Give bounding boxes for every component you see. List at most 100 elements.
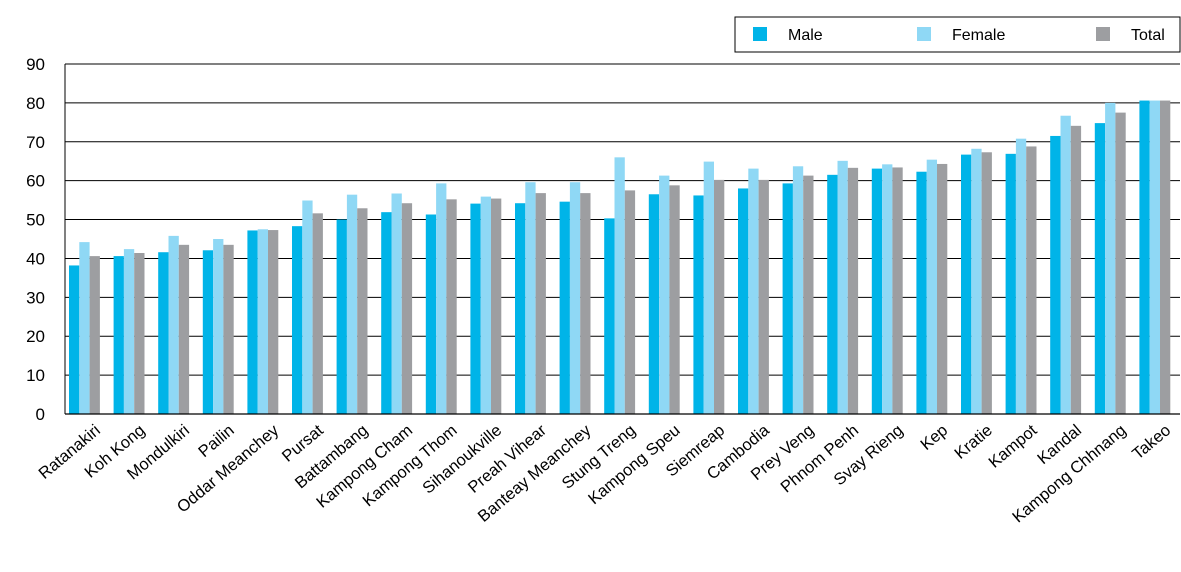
bar-female-kep — [926, 159, 937, 414]
bar-female-kampot — [1015, 138, 1027, 414]
bar-female-mondulkiri — [168, 235, 179, 414]
y-tick-label-40: 40 — [26, 249, 45, 268]
bar-female-takeo — [1149, 100, 1160, 415]
y-tick-label-10: 10 — [26, 366, 45, 385]
bar-female-kampong-cham — [391, 193, 402, 414]
bar-male-banteay-meanchey — [559, 201, 570, 414]
legend-swatch-total — [1096, 27, 1110, 41]
bar-total-preah-vihear — [535, 193, 546, 414]
bar-male-kampong-chhnang — [1094, 123, 1106, 414]
y-tick-label-50: 50 — [26, 211, 45, 230]
bar-female-pursat — [302, 200, 313, 414]
bar-total-prey-veng — [803, 175, 814, 414]
bar-female-prey-veng — [792, 166, 804, 414]
bar-male-preah-vihear — [515, 203, 526, 414]
bar-female-battambang — [346, 194, 358, 414]
bar-female-ratanakiri — [79, 242, 90, 414]
y-tick-label-80: 80 — [26, 94, 45, 113]
bar-total-pursat — [312, 213, 323, 414]
legend-label-male: Male — [788, 27, 823, 44]
bar-female-kampong-chhnang — [1105, 102, 1116, 414]
y-tick-label-90: 90 — [26, 55, 45, 74]
bar-female-kampong-thom — [436, 183, 447, 414]
bar-total-koh-kong — [134, 253, 145, 414]
y-tick-label-70: 70 — [26, 133, 45, 152]
bar-female-stung-treng — [614, 157, 625, 415]
bar-total-stung-treng — [624, 190, 636, 414]
y-tick-label-0: 0 — [36, 405, 45, 424]
bar-total-battambang — [357, 208, 368, 414]
bar-male-kampong-cham — [381, 212, 392, 414]
y-tick-label-60: 60 — [26, 172, 45, 191]
bars — [69, 100, 1171, 415]
bar-total-ratanakiri — [89, 256, 100, 414]
bar-total-kampong-cham — [401, 203, 413, 414]
legend-label-total: Total — [1131, 27, 1165, 44]
bar-female-siemreap — [703, 161, 714, 414]
bar-male-ratanakiri — [69, 265, 80, 414]
x-tick-label-kep: Kep — [917, 421, 951, 454]
bar-male-takeo — [1139, 100, 1150, 415]
bar-total-kandal — [1070, 125, 1082, 414]
bar-total-kampong-speu — [669, 185, 680, 414]
legend: Male Female Total — [734, 16, 1181, 53]
bar-total-kampong-chhnang — [1115, 112, 1126, 414]
bar-male-kampot — [1005, 153, 1016, 415]
bar-male-kandal — [1050, 135, 1061, 414]
bar-total-cambodia — [758, 179, 769, 414]
bar-male-pursat — [292, 226, 303, 414]
legend-swatch-female — [917, 27, 931, 41]
bar-total-takeo — [1160, 100, 1171, 415]
bar-female-oddar-meanchey — [257, 229, 268, 414]
bar-male-mondulkiri — [158, 252, 169, 414]
bar-total-banteay-meanchey — [580, 193, 591, 414]
bar-male-prey-veng — [782, 183, 793, 414]
bar-male-koh-kong — [113, 256, 124, 414]
bar-male-oddar-meanchey — [247, 230, 258, 414]
bar-female-cambodia — [748, 168, 759, 414]
x-tick-label-kampot: Kampot — [985, 421, 1040, 472]
bar-male-stung-treng — [604, 218, 615, 414]
legend-label-female: Female — [952, 27, 1005, 44]
bar-male-cambodia — [738, 188, 749, 414]
bar-female-koh-kong — [123, 249, 135, 414]
bar-total-sihanoukville — [491, 198, 502, 414]
axes — [64, 64, 1180, 415]
bar-male-kep — [916, 171, 927, 414]
bar-female-banteay-meanchey — [569, 182, 581, 414]
bar-female-sihanoukville — [480, 196, 491, 414]
bar-female-kandal — [1060, 115, 1071, 414]
x-tick-label-takeo: Takeo — [1129, 421, 1174, 463]
bar-total-kampong-thom — [446, 199, 457, 414]
bar-total-oddar-meanchey — [268, 230, 279, 414]
bar-female-pailin — [213, 239, 224, 414]
bar-total-pailin — [223, 244, 234, 414]
y-tick-label-30: 30 — [26, 288, 45, 307]
bar-total-svay-rieng — [892, 167, 903, 414]
bar-female-phnom-penh — [837, 160, 848, 414]
y-tick-label-20: 20 — [26, 327, 45, 346]
bar-female-svay-rieng — [882, 164, 893, 414]
bar-male-phnom-penh — [827, 174, 838, 414]
bar-total-kep — [937, 163, 948, 414]
bar-female-kampong-speu — [659, 175, 670, 414]
bar-female-preah-vihear — [525, 182, 536, 414]
bar-total-kampot — [1026, 146, 1037, 414]
bar-male-kampong-speu — [648, 194, 660, 414]
bar-male-kratie — [961, 154, 972, 414]
bar-male-kampong-thom — [425, 214, 437, 414]
bar-total-mondulkiri — [178, 244, 190, 414]
bar-female-kratie — [971, 148, 982, 414]
bar-total-siemreap — [714, 179, 725, 414]
bar-male-svay-rieng — [871, 168, 883, 414]
bar-male-battambang — [336, 219, 347, 414]
y-axis-tick-labels: 0 10 20 30 40 50 60 70 80 90 — [26, 55, 45, 424]
bar-total-kratie — [981, 152, 992, 414]
bar-male-sihanoukville — [470, 203, 481, 414]
legend-swatch-male — [753, 27, 767, 41]
bar-male-siemreap — [693, 195, 704, 414]
bar-male-pailin — [202, 250, 214, 414]
bar-total-phnom-penh — [847, 167, 859, 414]
